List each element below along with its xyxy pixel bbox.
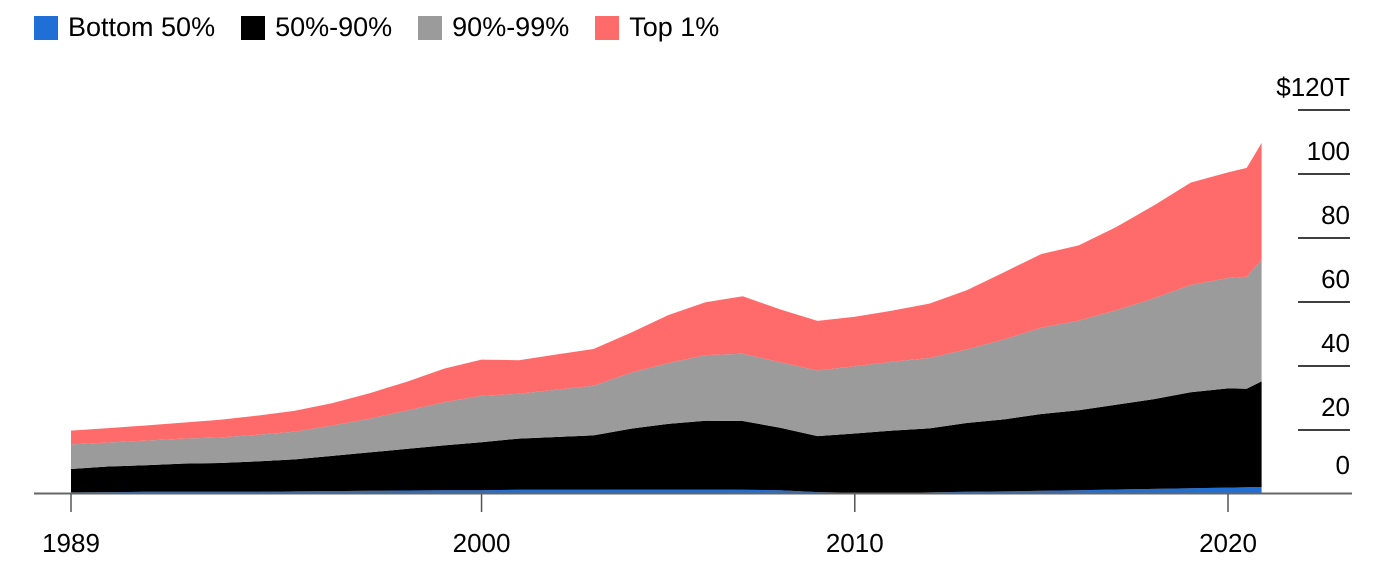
x-tick-label-2000: 2000: [453, 528, 511, 558]
x-tick-label-2010: 2010: [826, 528, 884, 558]
legend-swatch-50-90: [241, 15, 266, 40]
y-tick-label-100: 100: [1307, 136, 1350, 166]
legend-swatch-90-99: [418, 15, 443, 40]
area-top-1: [71, 143, 1262, 445]
y-tick-label-20: 20: [1321, 392, 1350, 422]
y-tick-label-0: 0: [1336, 450, 1350, 480]
area-50-90: [71, 381, 1262, 493]
legend-label-90-99: 90%-99%: [452, 12, 570, 42]
x-axis: 1989 2000 2010 2020: [34, 492, 1352, 558]
y-tick-label-80: 80: [1321, 200, 1350, 230]
legend-item-top-1: Top 1%: [595, 12, 719, 43]
y-axis: 0 20 40 60 80 100 $120T: [1276, 72, 1350, 480]
legend-swatch-top-1: [595, 15, 620, 40]
legend-label-bottom-50: Bottom 50%: [68, 12, 216, 42]
chart-legend: Bottom 50% 50%-90% 90%-99% Top 1%: [34, 12, 719, 43]
area-series-group: [71, 143, 1262, 494]
y-tick-label-40: 40: [1321, 328, 1350, 358]
x-tick-label-1989: 1989: [42, 528, 100, 558]
legend-label-50-90: 50%-90%: [275, 12, 393, 42]
area-90-99: [71, 259, 1262, 469]
y-tick-label-60: 60: [1321, 264, 1350, 294]
legend-swatch-bottom-50: [34, 15, 58, 40]
x-tick-label-2020: 2020: [1199, 528, 1257, 558]
legend-item-50-90: 50%-90%: [241, 12, 392, 43]
area-bottom-50: [71, 487, 1262, 494]
y-tick-label-120: $120T: [1276, 72, 1350, 102]
legend-label-top-1: Top 1%: [629, 12, 720, 42]
legend-item-90-99: 90%-99%: [418, 12, 569, 43]
legend-item-bottom-50: Bottom 50%: [34, 12, 215, 43]
